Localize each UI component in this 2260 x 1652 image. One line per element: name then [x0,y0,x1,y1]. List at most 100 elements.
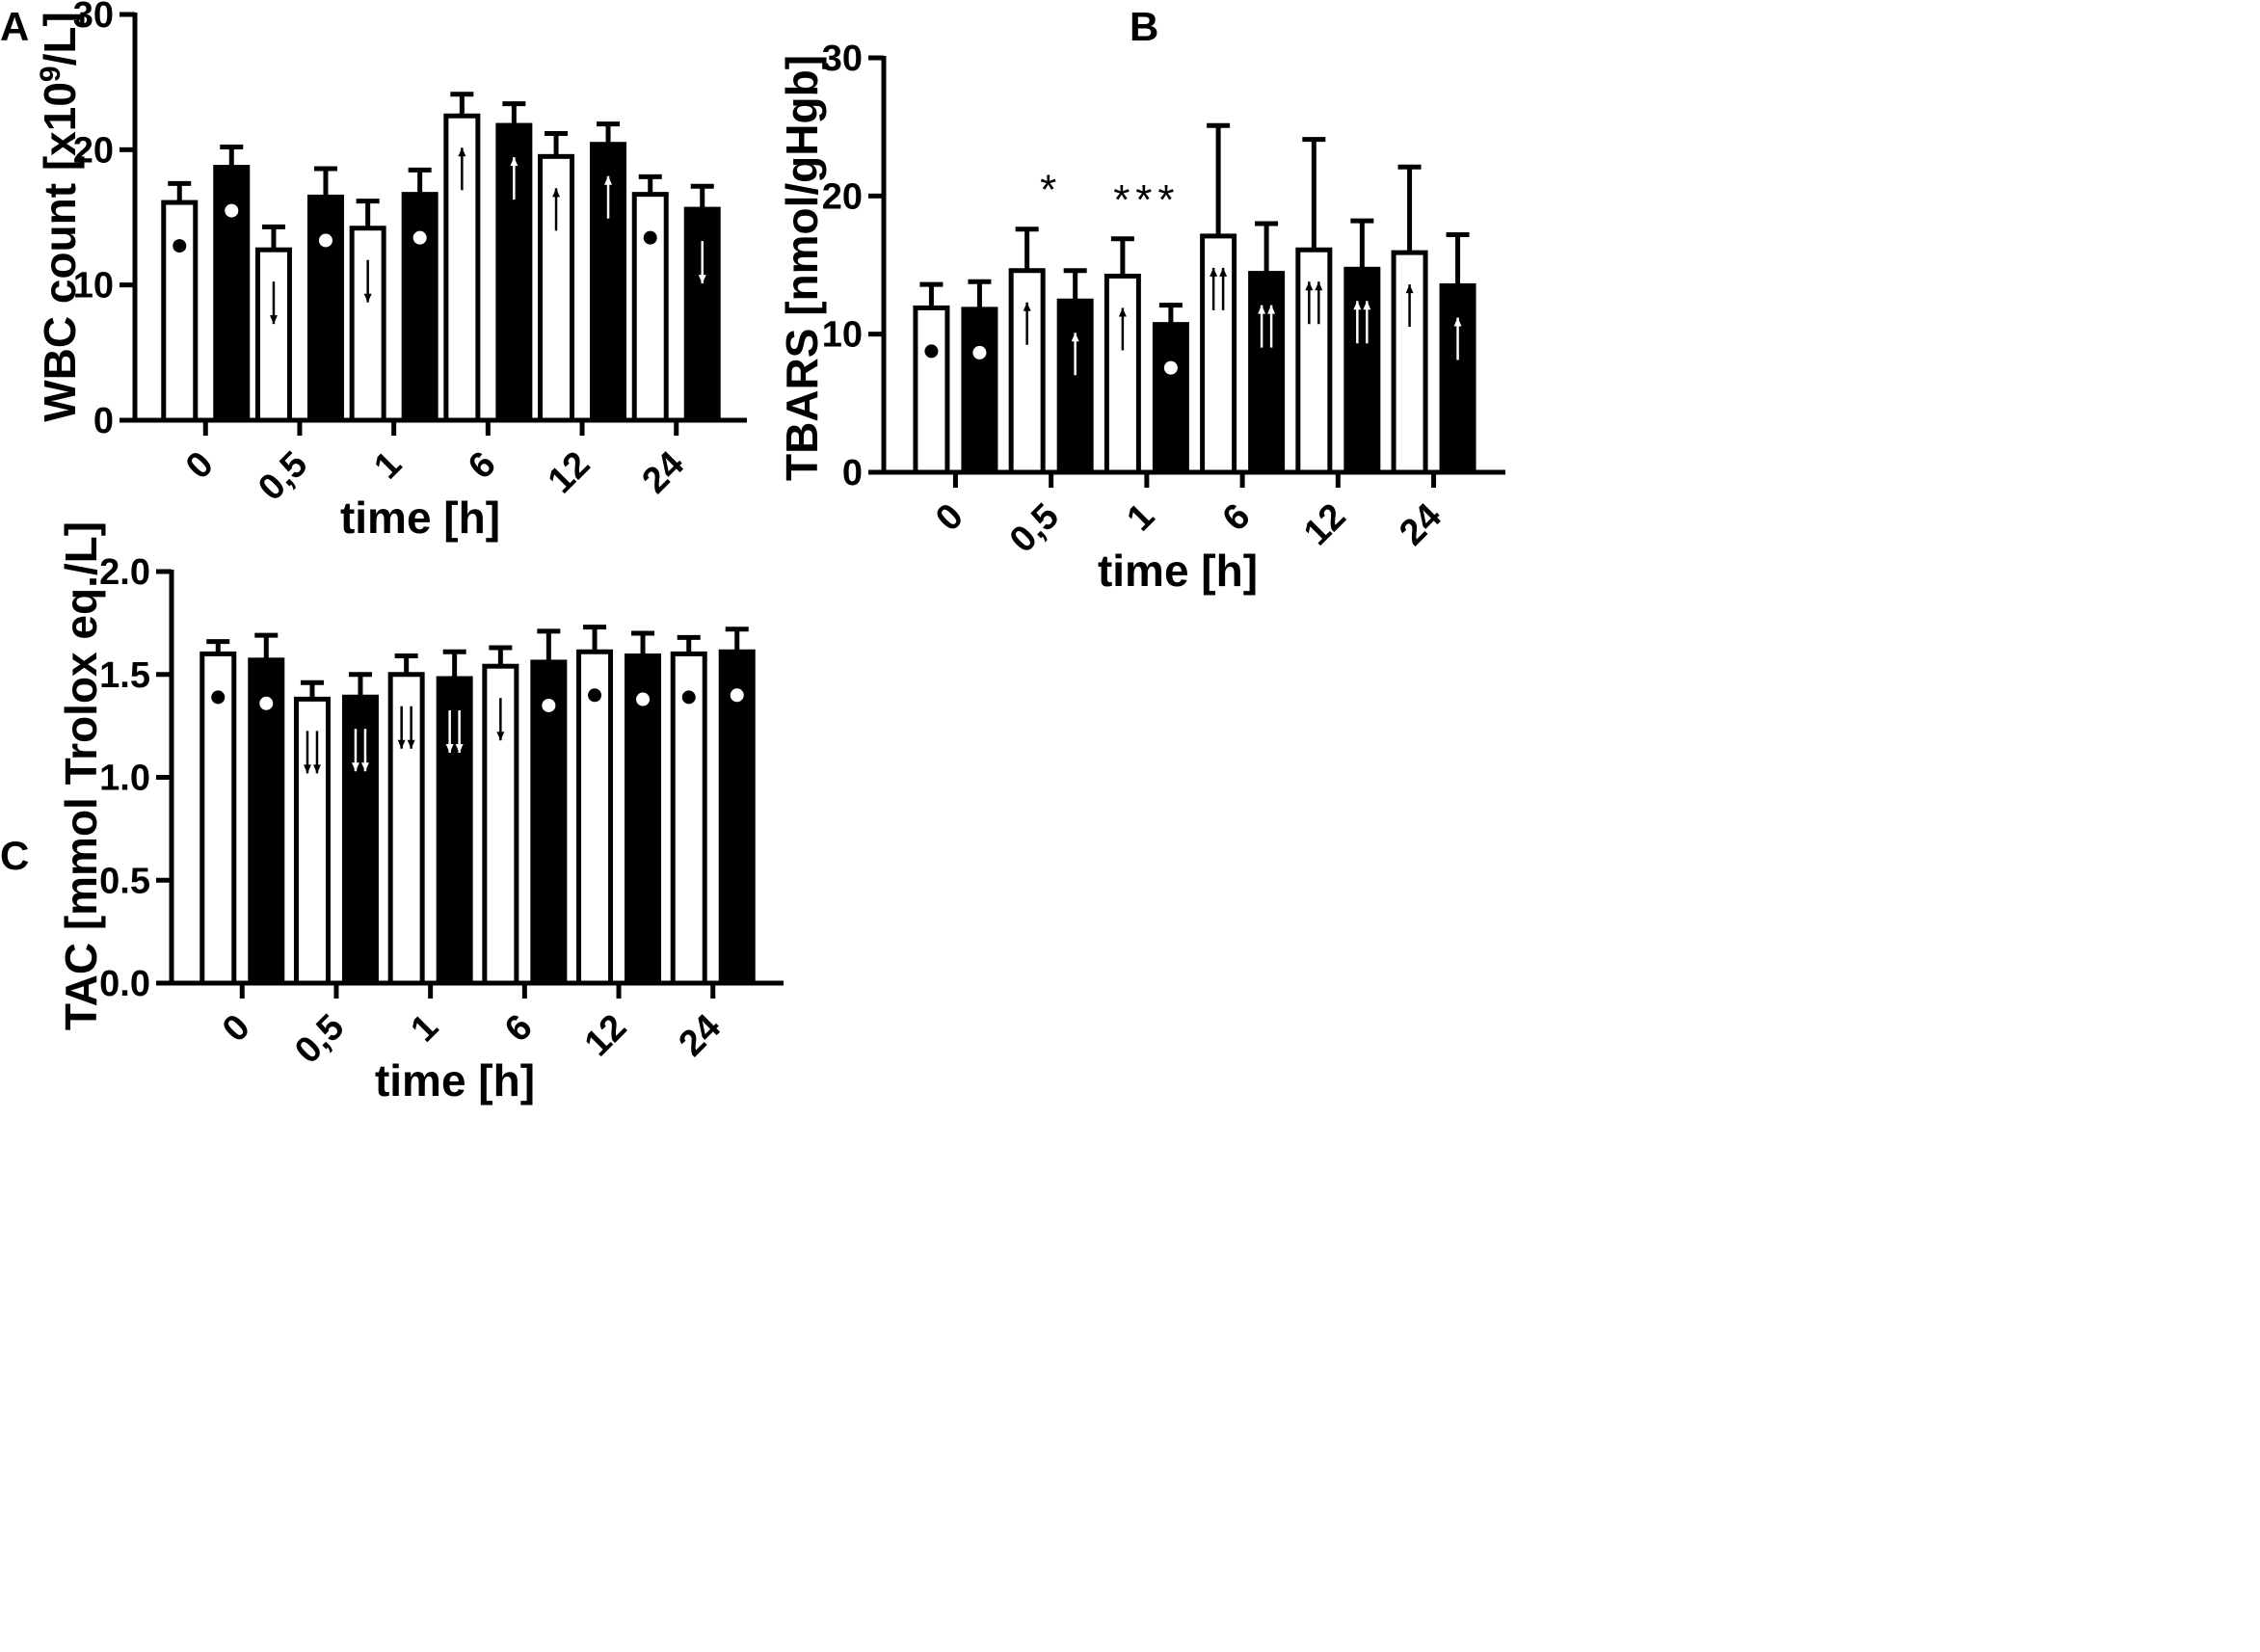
marker-a-s1-5 [643,230,657,245]
error-bar-b-s2-1 [1063,268,1087,302]
error-bar-b-s1-5 [1397,164,1422,253]
bar-b-s2-2 [1152,322,1189,475]
marker-b-s2-0 [972,345,987,360]
bar-b-s1-3 [1200,233,1237,475]
panel-label-b: B [1130,4,1158,49]
bar-b-s2-4 [1343,266,1381,475]
panel-label-a: A [0,4,29,49]
y-tick-label-b-1: 10 [822,315,863,356]
x-tick-label-a-5: 24 [634,444,692,502]
marker-b-s2-5 [1453,317,1462,360]
marker-c-s2-5 [730,688,744,703]
y-axis-title-b: TBARS [nmol/gHgb] [777,55,827,481]
bar-a-s1-1 [254,247,292,423]
marker-c-s1-4 [588,688,602,703]
panel-label-c: C [0,833,29,878]
bar-b-s2-5 [1439,283,1476,475]
marker-b-s2-3-0 [1258,305,1266,348]
x-tick-label-c-2: 1 [403,1007,446,1051]
bar-b-s1-4 [1295,247,1333,475]
bar-c-s2-3 [530,659,568,986]
marker-c-s1-2-1 [407,706,415,749]
error-bar-a-s1-0 [168,180,192,203]
x-axis-title-a: time [h] [340,493,500,543]
x-tick-label-c-0: 0 [215,1007,258,1051]
x-axis-title-c: time [h] [375,1055,535,1106]
marker-c-s2-1-0 [351,729,359,772]
marker-a-s2-4 [604,175,613,219]
bar-a-s2-1 [306,194,344,423]
error-bar-b-s1-2 [1110,236,1134,277]
error-bar-c-s2-1 [348,672,372,698]
significance-b-0: * [1040,167,1062,214]
error-bar-c-s2-0 [254,632,279,660]
bar-b-s1-0 [913,305,950,475]
y-tick-label-c-3: 1.5 [99,655,150,696]
x-tick-label-a-4: 12 [541,444,598,502]
bar-b-s1-2 [1103,273,1141,475]
bar-a-s2-5 [683,206,721,423]
error-bar-b-s1-3 [1207,122,1231,236]
marker-b-s1-0 [924,344,939,359]
marker-b-s2-4-1 [1363,301,1371,344]
marker-c-s2-2-0 [445,710,454,754]
error-bar-a-s1-3 [450,92,474,117]
y-tick-label-a-3: 30 [73,0,114,36]
error-bar-b-s1-4 [1302,137,1326,251]
marker-b-s2-3-1 [1267,305,1276,348]
x-tick-label-c-5: 24 [671,1007,729,1065]
marker-c-s2-1-1 [360,729,369,772]
chart-panel-b: 0 10 20 30 0 0,5 1 6 12 24 time [h] TBARS [nmol/gHg… [777,39,1505,596]
marker-c-s1-0 [211,690,226,705]
x-tick-label-a-3: 6 [461,444,504,488]
marker-a-s1-1 [269,281,278,325]
error-bar-c-s1-1 [300,679,324,700]
y-axis-title-c: TAC [mmol Trolox eq./L] [56,521,106,1030]
y-tick-label-c-1: 0.5 [99,861,150,901]
y-tick-label-b-0: 0 [842,453,863,493]
marker-a-s1-3 [458,147,466,191]
bar-b-s2-1 [1056,298,1094,475]
marker-c-s1-5 [681,690,696,705]
marker-b-s2-4-0 [1353,301,1362,344]
x-tick-label-b-5: 24 [1392,496,1449,554]
error-bar-a-s2-0 [220,145,244,168]
bar-c-s2-4 [625,653,662,986]
y-tick-label-b-3: 30 [822,39,863,79]
error-bar-a-s1-1 [261,224,285,251]
x-tick-label-b-3: 6 [1215,496,1259,540]
y-tick-label-a-0: 0 [93,401,114,441]
error-bar-c-s1-2 [394,653,418,675]
error-bar-c-s1-4 [583,625,607,653]
error-bar-b-s2-5 [1446,231,1470,286]
error-bar-a-s1-5 [638,173,662,195]
error-bar-b-s2-0 [968,279,992,309]
marker-a-s1-0 [173,239,187,253]
bar-b-s1-1 [1008,268,1046,475]
bar-a-s1-0 [161,200,199,423]
marker-b-s1-3-1 [1219,267,1228,310]
y-tick-label-c-0: 0.0 [99,964,150,1004]
marker-c-s2-0 [259,696,274,710]
marker-a-s1-4 [552,188,561,231]
error-bar-a-s2-2 [408,167,432,195]
marker-c-s1-1-1 [312,731,321,774]
marker-c-s2-3 [542,698,556,712]
bar-c-s2-1 [341,694,379,986]
x-tick-label-b-0: 0 [928,496,971,540]
x-tick-label-b-4: 12 [1296,496,1354,554]
error-bar-a-s1-4 [545,130,569,157]
marker-a-s2-5 [698,241,706,284]
x-tick-label-a-1: 0,5 [251,444,315,509]
error-bar-b-s2-3 [1255,221,1279,274]
y-tick-label-a-1: 10 [73,266,114,306]
marker-b-s1-4-0 [1305,281,1314,325]
bar-c-s1-1 [293,696,331,986]
chart-panel-a: 0 10 20 30 0 0,5 1 6 12 24 time [h] WBC count [x109… [35,0,747,543]
y-tick-label-c-4: 2.0 [99,552,150,593]
marker-c-s1-1-0 [303,731,311,774]
error-bar-a-s2-3 [502,101,526,126]
y-tick-label-a-2: 20 [73,130,114,171]
bar-a-s1-2 [349,226,386,423]
marker-b-s1-1 [1023,302,1031,345]
